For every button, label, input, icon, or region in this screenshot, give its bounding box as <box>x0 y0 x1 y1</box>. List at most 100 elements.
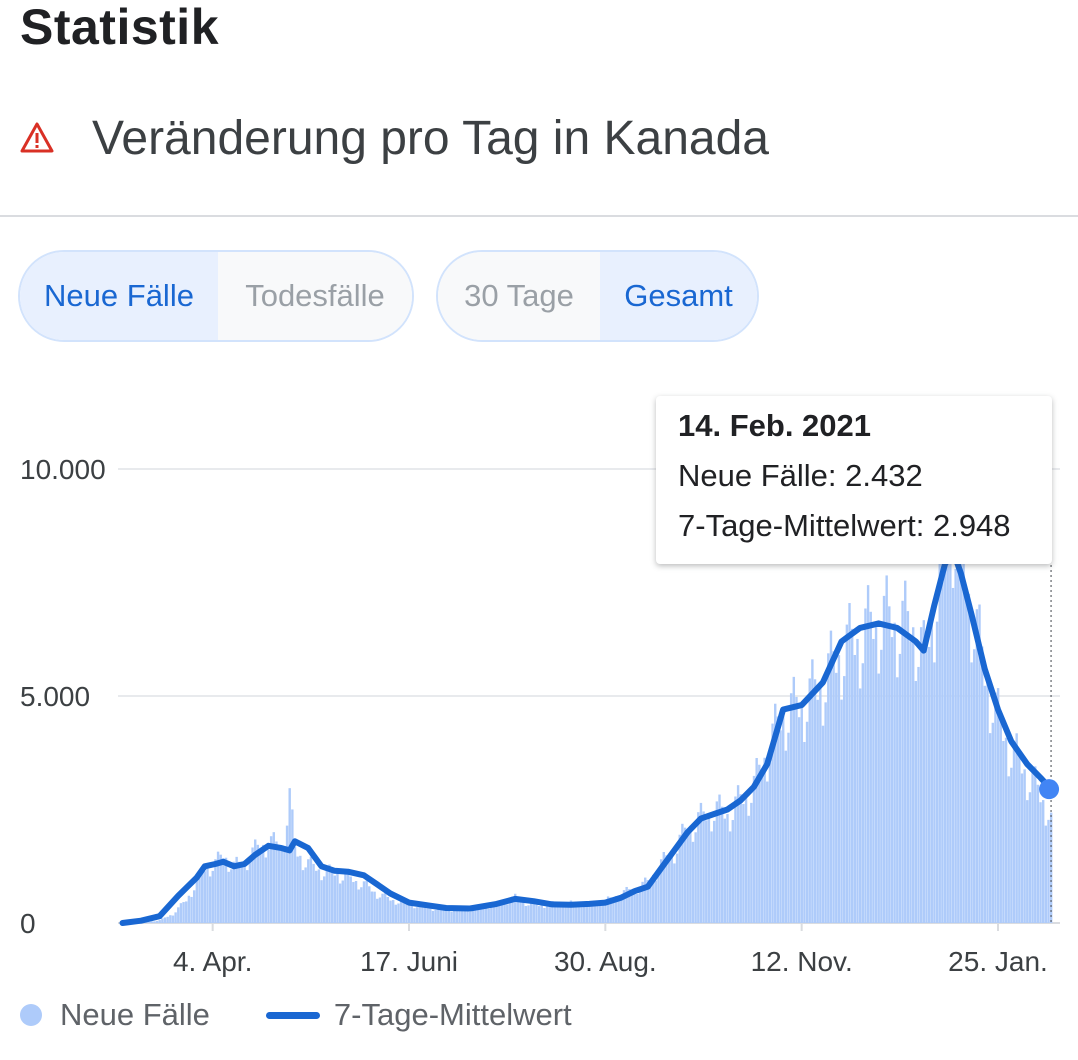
bar <box>707 813 711 923</box>
bar <box>354 881 358 923</box>
bar <box>1036 784 1040 923</box>
bar <box>267 849 270 923</box>
bar <box>808 678 811 923</box>
bar <box>641 881 644 923</box>
bar <box>179 903 183 923</box>
divider <box>0 215 1078 217</box>
bar <box>490 906 493 923</box>
bar <box>705 820 708 923</box>
bar <box>394 904 398 923</box>
bar <box>588 901 591 923</box>
bar <box>896 677 899 923</box>
bar <box>962 553 965 923</box>
bar <box>941 498 944 923</box>
bar <box>145 922 148 923</box>
bar <box>243 861 246 923</box>
bar <box>999 715 1002 923</box>
bar <box>519 901 522 923</box>
bar <box>633 888 636 923</box>
bar <box>1028 792 1032 923</box>
bar <box>925 632 928 923</box>
bar <box>171 915 175 923</box>
x-tick-label: 17. Juni <box>360 946 458 977</box>
bar <box>686 832 689 923</box>
bar <box>763 757 766 923</box>
bar <box>410 904 413 923</box>
bar <box>734 796 737 923</box>
bar <box>405 902 408 923</box>
bar <box>787 732 790 923</box>
bar <box>543 908 546 923</box>
bar <box>495 901 498 923</box>
bar <box>426 908 429 923</box>
bar <box>877 673 880 923</box>
bar <box>935 621 939 923</box>
bar <box>256 844 260 923</box>
bar <box>338 883 342 923</box>
bar <box>577 903 581 923</box>
bar <box>325 867 329 923</box>
cases-chart[interactable]: 0 5.000 10.000 4. Apr. 17. Juni 30. Aug. 12. N… <box>0 380 1078 980</box>
bar <box>1020 773 1024 923</box>
bar <box>1015 733 1018 923</box>
bar <box>158 920 161 923</box>
bar <box>365 880 368 923</box>
bar <box>540 904 543 923</box>
bar <box>654 880 658 923</box>
bar <box>293 846 297 923</box>
bar <box>492 902 496 923</box>
bar <box>312 863 315 923</box>
bar <box>580 907 583 923</box>
bar <box>474 907 477 923</box>
bar <box>922 620 926 923</box>
bar <box>322 876 326 923</box>
bar <box>320 880 323 923</box>
bar <box>277 850 281 923</box>
bar <box>946 549 949 923</box>
bar <box>224 857 228 923</box>
bar <box>535 904 538 923</box>
bar <box>453 910 456 923</box>
bar <box>927 646 931 923</box>
bar <box>824 702 827 923</box>
bar <box>819 685 822 923</box>
bar <box>914 681 918 923</box>
bar <box>606 896 610 923</box>
30-days-button[interactable]: 30 Tage <box>438 252 600 340</box>
bar <box>1031 771 1034 923</box>
bar <box>585 902 589 923</box>
tooltip-average: 7-Tage-Mittelwert: 2.948 <box>678 508 1011 543</box>
deaths-button[interactable]: Todesfälle <box>218 252 412 340</box>
bar <box>447 909 451 923</box>
bar <box>620 896 623 923</box>
bar <box>795 696 798 923</box>
bar <box>203 871 207 923</box>
bar <box>728 831 732 923</box>
bar <box>651 874 655 923</box>
bar <box>678 834 681 923</box>
bar <box>431 910 435 923</box>
new-cases-button[interactable]: Neue Fälle <box>20 252 218 340</box>
bar <box>551 901 554 923</box>
bar <box>357 889 360 923</box>
bar <box>275 841 278 923</box>
bar <box>516 897 520 923</box>
bar <box>445 910 448 923</box>
bar <box>750 802 753 923</box>
total-button[interactable]: Gesamt <box>600 252 757 340</box>
bar <box>508 901 512 923</box>
bar <box>370 891 374 923</box>
bar <box>429 908 432 923</box>
bar <box>434 909 437 923</box>
bar <box>386 896 390 923</box>
bar <box>938 543 941 923</box>
bar <box>803 741 806 923</box>
bar <box>283 847 286 923</box>
bar <box>187 895 191 923</box>
bar <box>230 869 233 923</box>
bar <box>612 898 615 923</box>
bar <box>572 902 575 923</box>
bar <box>986 682 989 923</box>
bar <box>248 862 252 923</box>
bar <box>840 699 843 923</box>
